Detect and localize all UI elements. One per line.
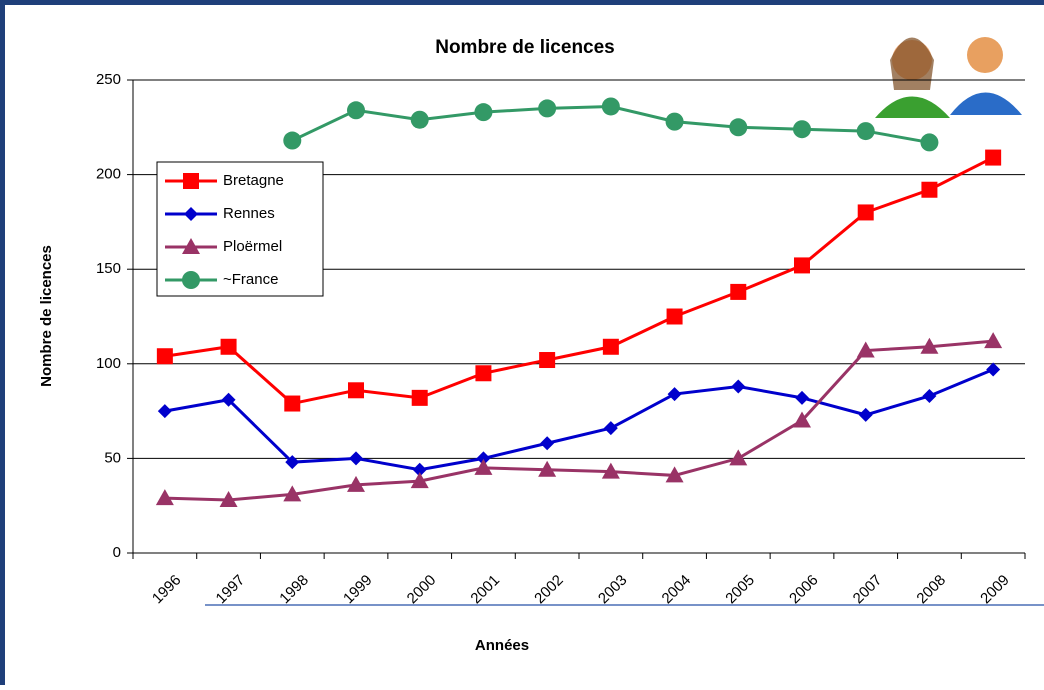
marker — [348, 382, 364, 399]
marker — [793, 120, 811, 139]
y-tick-label: 150 — [96, 260, 121, 277]
legend-label: ~France — [223, 271, 278, 288]
marker — [284, 395, 301, 412]
marker — [476, 451, 491, 466]
marker — [729, 449, 748, 466]
marker — [985, 149, 1002, 166]
y-tick-label: 100 — [96, 355, 121, 372]
y-tick-label: 50 — [104, 449, 121, 466]
series-line — [164, 368, 994, 472]
marker — [602, 338, 619, 355]
marker — [731, 379, 746, 394]
marker — [220, 338, 237, 355]
marker — [410, 110, 429, 129]
series-line — [164, 339, 994, 502]
marker — [665, 112, 684, 131]
marker — [221, 392, 236, 407]
marker — [474, 458, 493, 475]
marker — [793, 411, 811, 428]
marker — [601, 97, 620, 116]
marker — [219, 491, 238, 508]
marker — [411, 389, 428, 406]
y-tick-label: 0 — [113, 544, 121, 561]
marker — [858, 407, 873, 422]
series-line — [164, 156, 994, 406]
marker — [667, 387, 682, 402]
marker — [601, 462, 620, 479]
marker — [920, 133, 939, 152]
legend-marker — [183, 173, 199, 189]
marker — [665, 466, 684, 483]
marker — [412, 462, 427, 477]
legend-marker — [182, 271, 200, 289]
marker — [283, 131, 302, 150]
marker — [349, 451, 363, 466]
marker — [794, 257, 810, 274]
marker — [538, 99, 557, 118]
people-icon — [875, 37, 1022, 118]
y-tick-label: 200 — [96, 166, 121, 183]
marker — [283, 485, 302, 502]
marker — [922, 388, 937, 403]
legend-marker — [182, 238, 200, 254]
legend-marker — [184, 207, 198, 221]
marker — [856, 341, 875, 358]
marker — [157, 404, 172, 419]
marker — [857, 204, 874, 221]
marker — [410, 472, 429, 489]
marker — [538, 460, 557, 477]
marker — [347, 475, 365, 492]
marker — [347, 101, 365, 120]
legend: Bretagne Rennes Ploërmel ~France — [156, 161, 324, 297]
chart-title: Nombre de licences — [435, 37, 615, 58]
marker — [155, 489, 174, 506]
marker — [795, 390, 809, 405]
legend-label: Bretagne — [223, 172, 284, 189]
marker — [730, 283, 747, 300]
marker — [603, 421, 618, 436]
marker — [474, 103, 493, 122]
legend-label: Ploërmel — [223, 238, 282, 255]
marker — [729, 118, 748, 137]
marker — [921, 181, 938, 198]
left-frame — [0, 0, 5, 685]
marker — [156, 348, 173, 365]
marker — [540, 436, 555, 451]
y-axis-label: Nombre de licences — [38, 245, 55, 387]
marker — [666, 308, 683, 325]
legend-label: Rennes — [223, 205, 275, 222]
marker — [986, 362, 1001, 377]
x-axis-label: Années — [475, 637, 529, 654]
y-tick-label: 250 — [96, 71, 121, 88]
marker — [984, 332, 1003, 349]
marker — [475, 365, 492, 382]
marker — [920, 337, 939, 354]
marker — [539, 352, 556, 369]
top-frame — [0, 0, 1044, 5]
marker — [285, 455, 300, 470]
marker — [856, 122, 875, 141]
